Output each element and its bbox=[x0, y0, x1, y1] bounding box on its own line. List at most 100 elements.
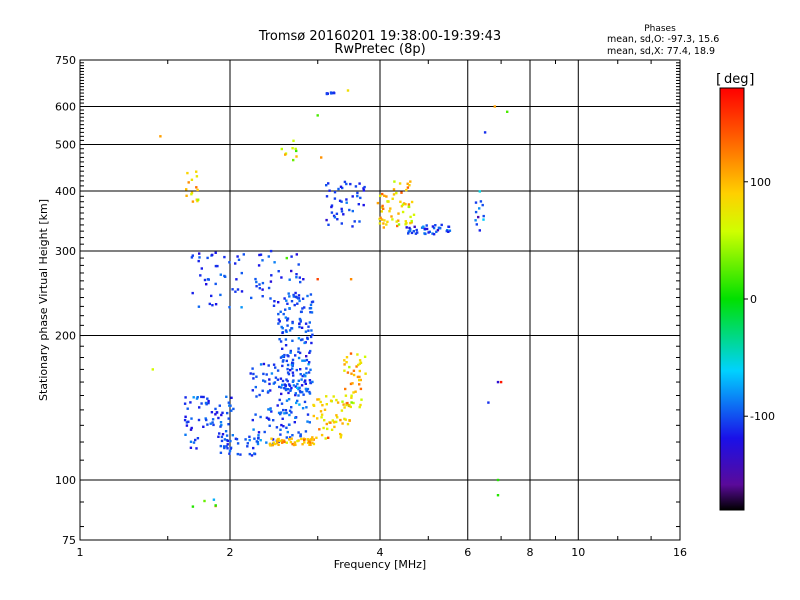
scatter-point bbox=[341, 400, 344, 403]
y-tick-label: 500 bbox=[55, 139, 76, 152]
scatter-point bbox=[303, 341, 306, 345]
scatter-point bbox=[304, 382, 307, 385]
scatter-point bbox=[287, 383, 291, 386]
scatter-point bbox=[409, 215, 412, 219]
scatter-point bbox=[405, 222, 408, 225]
scatter-point bbox=[303, 400, 307, 404]
scatter-point bbox=[291, 371, 295, 374]
x-tick-label: 16 bbox=[673, 546, 687, 559]
scatter-point bbox=[223, 446, 226, 450]
scatter-point bbox=[281, 441, 284, 444]
scatter-point bbox=[184, 415, 187, 418]
scatter-point bbox=[231, 288, 234, 291]
scatter-point bbox=[420, 226, 424, 229]
scatter-point bbox=[307, 440, 311, 443]
scatter-point bbox=[262, 379, 265, 382]
scatter-point bbox=[203, 278, 207, 282]
scatter-point bbox=[422, 225, 425, 228]
scatter-point bbox=[324, 437, 327, 440]
scatter-point bbox=[280, 386, 283, 389]
scatter-point bbox=[279, 310, 282, 313]
scatter-point bbox=[279, 377, 283, 380]
scatter-point bbox=[277, 301, 280, 304]
colorbar-tick-label: -100 bbox=[750, 410, 775, 423]
scatter-point bbox=[185, 194, 188, 197]
scatter-point bbox=[183, 418, 187, 422]
scatter-point bbox=[252, 372, 255, 376]
colorbar-tick-label: 100 bbox=[750, 176, 771, 189]
scatter-point bbox=[220, 439, 224, 443]
scatter-point bbox=[292, 384, 296, 387]
scatter-point bbox=[382, 207, 385, 210]
scatter-point bbox=[333, 191, 337, 194]
scatter-point bbox=[436, 229, 440, 232]
scatter-point bbox=[289, 351, 292, 354]
scatter-point bbox=[440, 223, 443, 227]
scatter-point bbox=[251, 418, 254, 422]
scatter-point bbox=[286, 324, 289, 327]
scatter-point bbox=[397, 219, 400, 222]
scatter-point bbox=[398, 182, 402, 185]
scatter-point bbox=[207, 278, 210, 281]
scatter-point bbox=[217, 435, 220, 438]
scatter-point bbox=[432, 226, 436, 230]
scatter-point bbox=[225, 395, 228, 398]
scatter-point bbox=[265, 416, 269, 419]
scatter-point bbox=[195, 170, 198, 173]
scatter-point bbox=[190, 417, 193, 420]
scatter-point bbox=[228, 452, 231, 455]
scatter-point bbox=[268, 424, 271, 427]
scatter-point bbox=[286, 371, 290, 374]
scatter-point bbox=[268, 442, 272, 445]
scatter-point bbox=[267, 286, 271, 290]
scatter-point bbox=[218, 432, 221, 435]
scatter-point bbox=[251, 367, 254, 370]
scatter-point bbox=[325, 92, 329, 96]
scatter-point bbox=[204, 417, 207, 420]
scatter-point bbox=[214, 407, 217, 411]
plot-grid bbox=[80, 60, 680, 540]
scatter-point bbox=[345, 403, 348, 407]
scatter-point bbox=[437, 226, 441, 229]
scatter-point bbox=[308, 379, 312, 382]
scatter-point bbox=[211, 418, 215, 421]
scatter-point bbox=[261, 295, 264, 298]
scatter-point bbox=[269, 408, 272, 411]
scatter-point bbox=[327, 182, 330, 185]
scatter-point bbox=[317, 398, 321, 401]
scatter-point bbox=[330, 204, 334, 207]
scatter-point bbox=[189, 440, 193, 443]
scatter-point bbox=[276, 378, 280, 381]
scatter-point bbox=[297, 350, 300, 353]
scatter-point bbox=[286, 302, 289, 305]
scatter-point bbox=[185, 421, 189, 424]
scatter-point bbox=[352, 373, 356, 377]
scatter-point bbox=[358, 378, 361, 382]
scatter-point bbox=[187, 420, 190, 423]
scatter-point bbox=[207, 401, 210, 405]
scatter-point bbox=[244, 438, 247, 441]
scatter-point bbox=[299, 320, 302, 323]
scatter-point bbox=[308, 421, 311, 424]
scatter-point bbox=[288, 438, 291, 441]
scatter-point bbox=[255, 375, 258, 378]
scatter-point bbox=[345, 201, 348, 204]
x-tick-label: 1 bbox=[77, 546, 84, 559]
plot-frame bbox=[79, 59, 681, 541]
scatter-point bbox=[234, 262, 237, 265]
scatter-point bbox=[276, 404, 279, 407]
scatter-point bbox=[259, 439, 262, 442]
scatter-point bbox=[310, 329, 313, 332]
scatter-point bbox=[333, 420, 336, 424]
scatter-point bbox=[286, 319, 289, 322]
scatter-point bbox=[197, 418, 201, 422]
scatter-point bbox=[220, 423, 223, 427]
scatter-point bbox=[290, 327, 293, 330]
scatter-point bbox=[190, 426, 193, 430]
scatter-point bbox=[312, 414, 315, 418]
scatter-point bbox=[299, 391, 302, 394]
scatter-point bbox=[286, 317, 290, 320]
scatter-point bbox=[322, 426, 325, 430]
scatter-point bbox=[323, 408, 327, 411]
scatter-point bbox=[356, 375, 360, 379]
